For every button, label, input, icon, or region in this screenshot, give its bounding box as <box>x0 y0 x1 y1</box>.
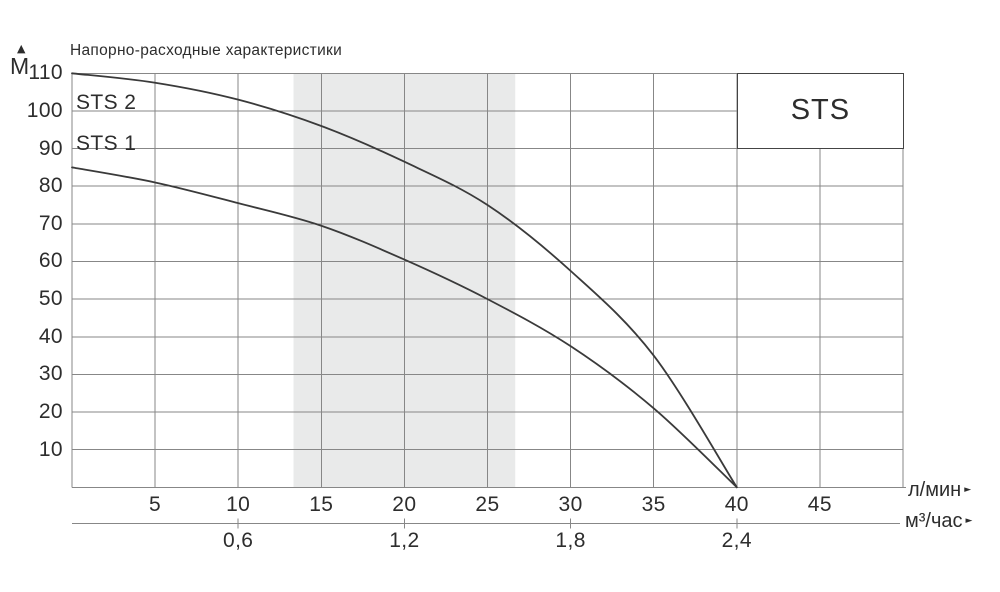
x-axis-secondary-unit: м³/час ► <box>905 511 972 531</box>
x-secondary-tick-label: 0,6 <box>222 529 254 552</box>
x-tick-label: 5 <box>149 493 162 516</box>
y-tick-label: 90 <box>38 136 63 160</box>
arrow-right-icon: ► <box>965 516 973 526</box>
x-tick-label: 30 <box>558 493 583 516</box>
chart-title: Напорно-расходные характеристики <box>70 42 343 59</box>
curve-sts-2 <box>71 72 738 489</box>
x-tick-label: 15 <box>309 493 334 516</box>
y-tick-label: 40 <box>38 324 63 348</box>
y-tick-label: 10 <box>38 437 63 461</box>
x-axis-primary-unit: л/мин ► <box>908 480 971 500</box>
x-primary-unit-text: л/мин <box>908 479 962 501</box>
series-family-label: STS <box>790 94 851 127</box>
series-family-box: STS <box>736 73 904 149</box>
y-tick-label: 70 <box>38 211 63 235</box>
x-secondary-tick-label: 2,4 <box>721 529 752 552</box>
curve-sts-1 <box>71 166 738 489</box>
x-secondary-tick-label: 1,2 <box>389 529 420 552</box>
y-tick-label: 20 <box>38 400 63 424</box>
curve-label-sts2: STS 2 <box>76 91 137 114</box>
arrow-right-icon: ► <box>964 485 972 495</box>
x-tick-label: 20 <box>392 493 417 516</box>
curve-label-sts1: STS 1 <box>76 132 137 155</box>
y-tick-label: 50 <box>38 287 63 311</box>
y-tick-label: 80 <box>38 174 63 198</box>
y-tick-label: 100 <box>26 98 63 122</box>
x-tick-label: 45 <box>807 493 832 516</box>
x-tick-label: 35 <box>641 493 666 516</box>
x-tick-label: 25 <box>475 493 500 516</box>
y-axis-unit-label: М <box>10 53 30 79</box>
y-tick-label: 60 <box>38 249 63 273</box>
x-tick-label: 10 <box>226 493 251 516</box>
y-tick-label: 110 <box>28 61 63 85</box>
y-tick-label: 30 <box>38 362 63 386</box>
y-axis-arrow-up-icon: ▲ <box>17 42 26 55</box>
x-secondary-unit-text: м³/час <box>905 510 963 532</box>
x-secondary-tick-label: 1,8 <box>555 529 586 552</box>
x-tick-label: 40 <box>724 493 749 516</box>
